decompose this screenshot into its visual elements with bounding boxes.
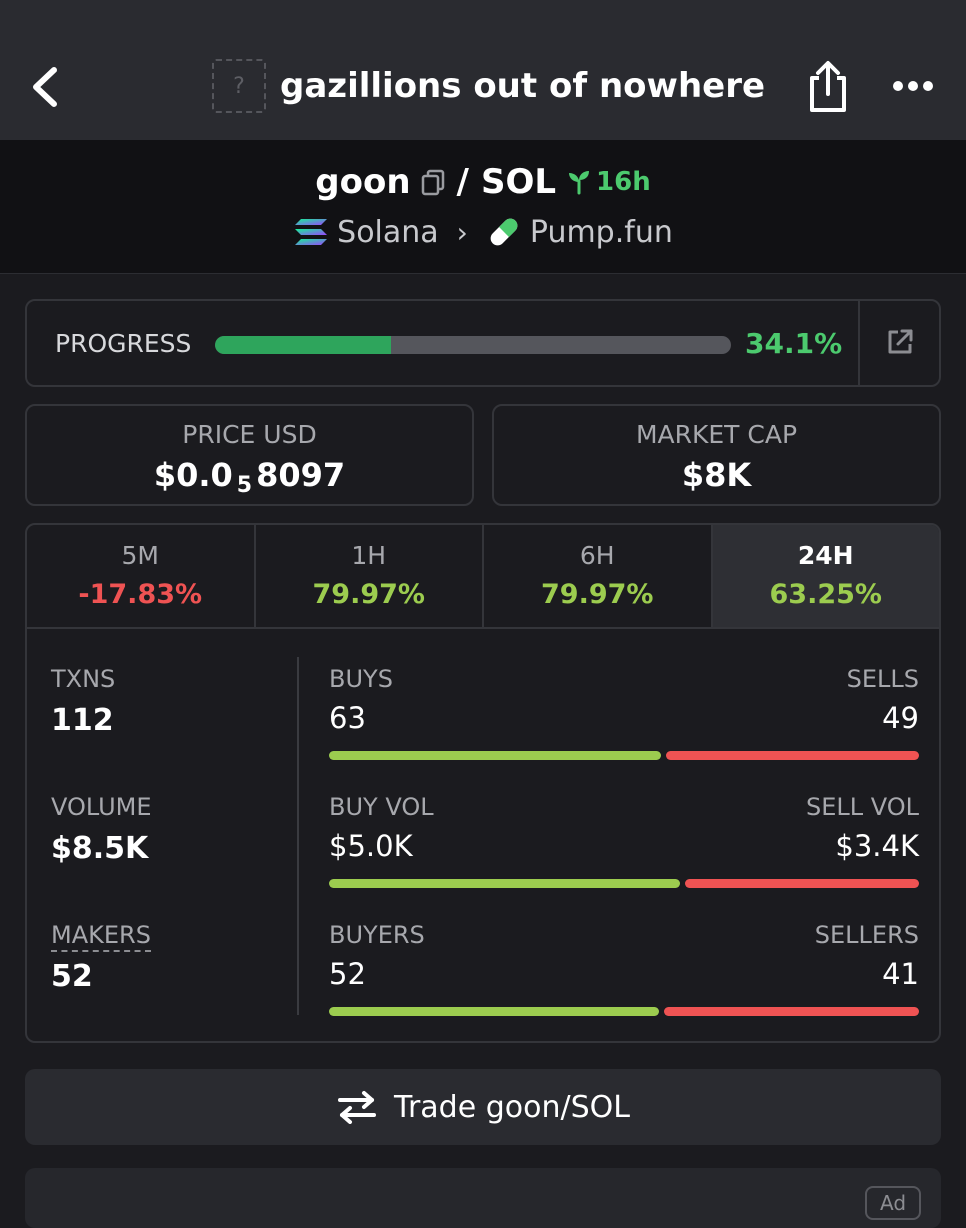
title-group: ? gazillions out of nowhere [212,58,765,114]
tab-change-value: 63.25% [769,579,882,610]
buy-sell-column: BUYS SELLS 63 49 BUY VOL SELL VOL $5.0K … [329,629,919,1041]
tab-5m[interactable]: 5M -17.83% [27,525,256,627]
chevron-right-icon: › [456,215,468,249]
buyers-label: BUYERS [329,921,425,949]
next-section-card: Ad [25,1168,941,1228]
dex-name[interactable]: Pump.fun [529,214,673,250]
tab-6h[interactable]: 6H 79.97% [484,525,713,627]
chain-breadcrumb: Solana › Pump.fun [0,210,966,254]
pair-age: 16h [596,167,651,197]
ad-badge: Ad [865,1186,921,1220]
sellers-label: SELLERS [814,921,919,949]
divider [858,301,860,385]
price-prefix: $0.0 [153,456,233,494]
tab-label: 5M [121,541,159,570]
volume-label: VOLUME [51,793,152,821]
tab-24h[interactable]: 24H 63.25% [712,525,939,627]
seedling-icon [569,171,590,195]
share-icon [810,61,846,112]
tab-label: 6H [579,541,615,570]
price-usd-label: PRICE USD [182,420,317,449]
sell-bar-segment [685,879,919,888]
pair-separator: / [456,162,469,202]
sellers-value: 41 [882,957,919,991]
makers-value: 52 [51,959,93,994]
progress-bar-fill [215,336,391,354]
external-link-icon[interactable] [885,327,915,357]
buyers-sellers-bar [329,1007,919,1016]
tab-change-value: 79.97% [312,579,425,610]
tab-label: 24H [797,541,854,570]
back-button[interactable] [26,62,66,112]
chain-name[interactable]: Solana [337,214,439,250]
pair-base-symbol: goon [315,162,411,202]
buyers-sellers-row: BUYERS SELLERS 52 41 [329,921,919,1031]
txns-value: 112 [51,703,114,738]
txns-label: TXNS [51,665,116,693]
tab-change-value: -17.83% [78,579,203,610]
volume-split-bar [329,879,919,888]
buys-value: 63 [329,701,366,735]
token-image-placeholder: ? [212,59,266,113]
pill-icon [490,218,518,246]
page-title: gazillions out of nowhere [280,66,766,106]
bonding-progress-card: PROGRESS 34.1% [25,299,941,387]
market-cap-value: $8K [681,456,752,494]
tab-1h[interactable]: 1H 79.97% [256,525,484,627]
more-dots-icon [893,81,933,91]
more-options-button[interactable] [890,72,936,100]
price-usd-card: PRICE USD $0.0 5 8097 [25,404,474,506]
buys-sells-bar [329,751,919,760]
price-zero-count: 5 [236,473,253,498]
buy-bar-segment [329,879,681,888]
timeframe-tabs: 5M -17.83% 1H 79.97% 6H 79.97% 24H 63.25… [27,525,939,629]
volume-split-row: BUY VOL SELL VOL $5.0K $3.4K [329,793,919,903]
pair-header: goon / SOL 16h Solana › [0,140,966,274]
volume-value: $8.5K [51,831,149,866]
sell-bar-segment [663,1007,919,1016]
buy-vol-label: BUY VOL [329,793,434,821]
tab-label: 1H [351,541,387,570]
pair-line: goon / SOL 16h [0,160,966,204]
buys-label: BUYS [329,665,393,693]
copy-icon[interactable] [419,168,447,196]
makers-label[interactable]: MAKERS [51,921,151,952]
swap-arrows-icon [338,1091,377,1124]
sells-label: SELLS [846,665,919,693]
totals-column: TXNS 112 VOLUME $8.5K MAKERS 52 [27,629,297,1041]
buyers-value: 52 [329,957,366,991]
price-usd-value: $0.0 5 8097 [27,456,472,498]
market-cap-card: MARKET CAP $8K [492,404,941,506]
pair-quote-symbol: SOL [480,162,557,202]
buy-bar-segment [329,1007,659,1016]
trade-button[interactable]: Trade goon/SOL [25,1069,941,1145]
sells-value: 49 [882,701,919,735]
sell-vol-value: $3.4K [835,829,919,863]
solana-icon [295,219,328,245]
buy-vol-value: $5.0K [329,829,413,863]
price-digits: 8097 [256,456,346,494]
progress-label: PROGRESS [55,329,192,358]
market-cap-label: MARKET CAP [635,420,798,449]
back-arrow-icon [33,67,57,107]
progress-value: 34.1% [745,327,843,360]
share-button[interactable] [806,58,850,114]
sell-bar-segment [665,751,919,760]
tab-change-value: 79.97% [541,579,654,610]
column-divider [297,657,299,1015]
buy-bar-segment [329,751,661,760]
progress-bar [215,336,731,354]
top-bar: ? gazillions out of nowhere [0,0,966,140]
buys-sells-row: BUYS SELLS 63 49 [329,665,919,775]
stats-card: 5M -17.83% 1H 79.97% 6H 79.97% 24H 63.25… [25,523,941,1043]
trade-button-label: Trade goon/SOL [394,1089,630,1125]
sell-vol-label: SELL VOL [805,793,919,821]
